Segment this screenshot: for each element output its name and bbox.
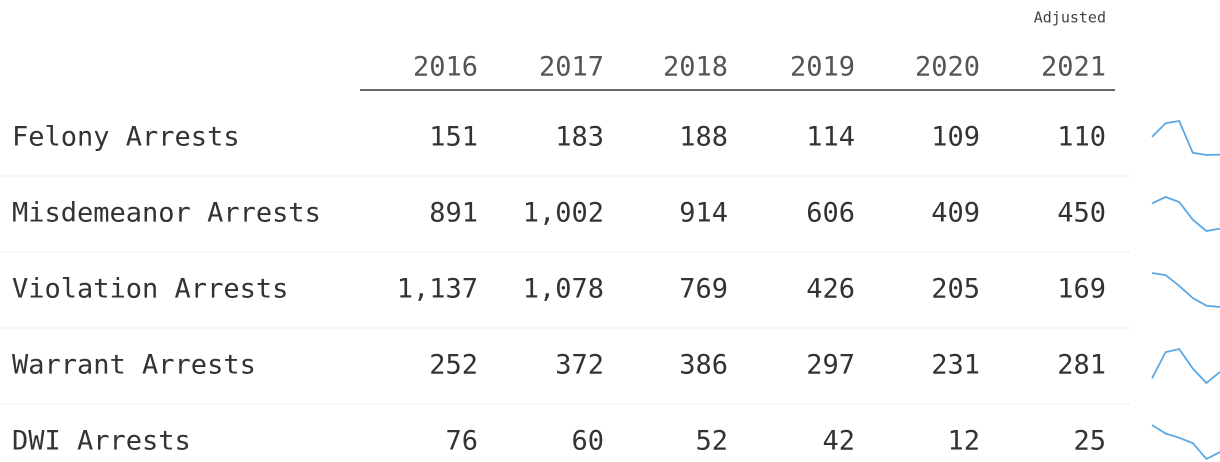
row-label: Felony Arrests: [12, 122, 240, 153]
sparkline: [1151, 119, 1220, 156]
cell: 183: [555, 122, 604, 153]
cell: 188: [679, 122, 728, 153]
cell: 891: [429, 198, 478, 229]
cell: 25: [1073, 426, 1106, 457]
cell: 281: [1057, 350, 1106, 381]
cell: 606: [806, 198, 855, 229]
cell: 151: [429, 122, 478, 153]
year-header: 2016: [413, 52, 478, 83]
cell: 297: [806, 350, 855, 381]
year-header: 2018: [663, 52, 728, 83]
year-header: 2017: [539, 52, 604, 83]
cell: 52: [695, 426, 728, 457]
cell: 110: [1057, 122, 1106, 153]
cell: 231: [931, 350, 980, 381]
row-label: Misdemeanor Arrests: [12, 198, 321, 229]
cell: 42: [822, 426, 855, 457]
cell: 426: [806, 274, 855, 305]
cell: 450: [1057, 198, 1106, 229]
cell: 60: [571, 426, 604, 457]
cell: 169: [1057, 274, 1106, 305]
cell: 12: [947, 426, 980, 457]
cell: 1,002: [523, 198, 604, 229]
cell: 769: [679, 274, 728, 305]
cell: 372: [555, 350, 604, 381]
cell: 386: [679, 350, 728, 381]
row-label: Violation Arrests: [12, 274, 288, 305]
sparkline: [1151, 424, 1220, 461]
cell: 76: [445, 426, 478, 457]
cell: 409: [931, 198, 980, 229]
year-header: 2020: [915, 52, 980, 83]
adjusted-note: Adjusted: [1034, 9, 1106, 27]
cell: 914: [679, 198, 728, 229]
cell: 109: [931, 122, 980, 153]
cell: 1,137: [397, 274, 478, 305]
cell: 252: [429, 350, 478, 381]
cell: 1,078: [523, 274, 604, 305]
cell: 114: [806, 122, 855, 153]
row-label: Warrant Arrests: [12, 350, 256, 381]
sparkline: [1151, 347, 1220, 385]
row-label: DWI Arrests: [12, 426, 191, 457]
year-header: 2021: [1041, 52, 1106, 83]
sparkline: [1151, 272, 1220, 308]
year-header: 2019: [790, 52, 855, 83]
sparkline: [1151, 196, 1220, 232]
cell: 205: [931, 274, 980, 305]
